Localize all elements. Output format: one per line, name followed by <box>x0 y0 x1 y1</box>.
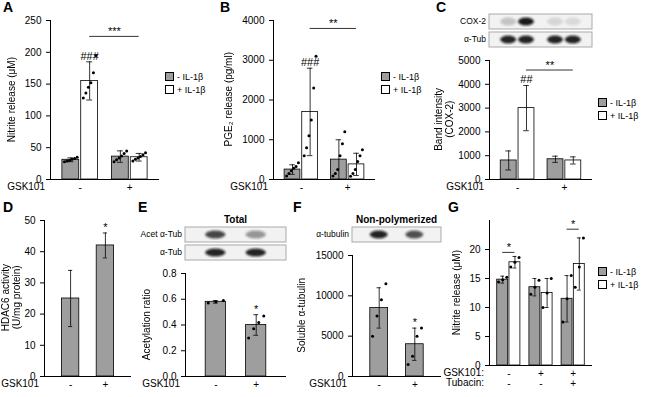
svg-text:2000: 2000 <box>458 126 481 137</box>
svg-text:-: - <box>79 182 82 193</box>
svg-text:250: 250 <box>25 15 42 26</box>
svg-text:3000: 3000 <box>242 54 265 65</box>
svg-text:100: 100 <box>25 110 42 121</box>
svg-text:50: 50 <box>24 215 36 226</box>
svg-text:+: + <box>345 182 351 193</box>
svg-text:###: ### <box>80 50 99 62</box>
svg-text:4000: 4000 <box>242 15 265 26</box>
svg-text:10000: 10000 <box>316 290 344 301</box>
svg-text:***: *** <box>108 25 122 37</box>
svg-text:+: + <box>412 379 418 390</box>
svg-text:-: - <box>300 182 303 193</box>
svg-text:0.6: 0.6 <box>163 293 177 304</box>
svg-text:*: * <box>571 218 576 230</box>
svg-text:*: * <box>103 221 108 233</box>
svg-text:-: - <box>69 379 72 390</box>
svg-text:2000: 2000 <box>242 94 265 105</box>
svg-text:5: 5 <box>475 331 481 342</box>
svg-text:**: ** <box>546 59 555 71</box>
svg-text:200: 200 <box>25 47 42 58</box>
svg-text:5000: 5000 <box>321 330 344 341</box>
svg-text:4000: 4000 <box>458 79 481 90</box>
svg-text:15: 15 <box>469 273 481 284</box>
svg-text:+: + <box>253 379 259 390</box>
svg-text:**: ** <box>329 17 338 29</box>
svg-text:30: 30 <box>24 277 36 288</box>
svg-text:10: 10 <box>469 302 481 313</box>
svg-text:50: 50 <box>30 142 42 153</box>
svg-text:20: 20 <box>24 308 36 319</box>
svg-text:0.2: 0.2 <box>163 345 177 356</box>
svg-text:15000: 15000 <box>316 250 344 261</box>
svg-text:1000: 1000 <box>242 134 265 145</box>
svg-text:0.8: 0.8 <box>163 268 177 279</box>
svg-text:20: 20 <box>469 244 481 255</box>
svg-text:10: 10 <box>24 340 36 351</box>
svg-text:150: 150 <box>25 78 42 89</box>
svg-text:-: - <box>378 379 381 390</box>
svg-text:*: * <box>507 241 512 253</box>
svg-text:+: + <box>102 379 108 390</box>
svg-text:+-: +- <box>538 368 544 389</box>
svg-text:-: - <box>214 379 217 390</box>
svg-text:-: - <box>516 182 519 193</box>
svg-text:###: ### <box>301 56 320 68</box>
svg-text:--: -- <box>507 368 510 389</box>
svg-text:+: + <box>561 182 567 193</box>
svg-text:3000: 3000 <box>458 102 481 113</box>
svg-text:*: * <box>413 316 418 328</box>
svg-text:5000: 5000 <box>458 55 481 66</box>
svg-text:1000: 1000 <box>458 150 481 161</box>
svg-text:0.4: 0.4 <box>163 319 177 330</box>
svg-text:##: ## <box>520 73 533 85</box>
svg-text:40: 40 <box>24 246 36 257</box>
svg-text:++: ++ <box>570 368 576 389</box>
svg-text:*: * <box>254 303 259 315</box>
svg-text:+: + <box>127 182 133 193</box>
